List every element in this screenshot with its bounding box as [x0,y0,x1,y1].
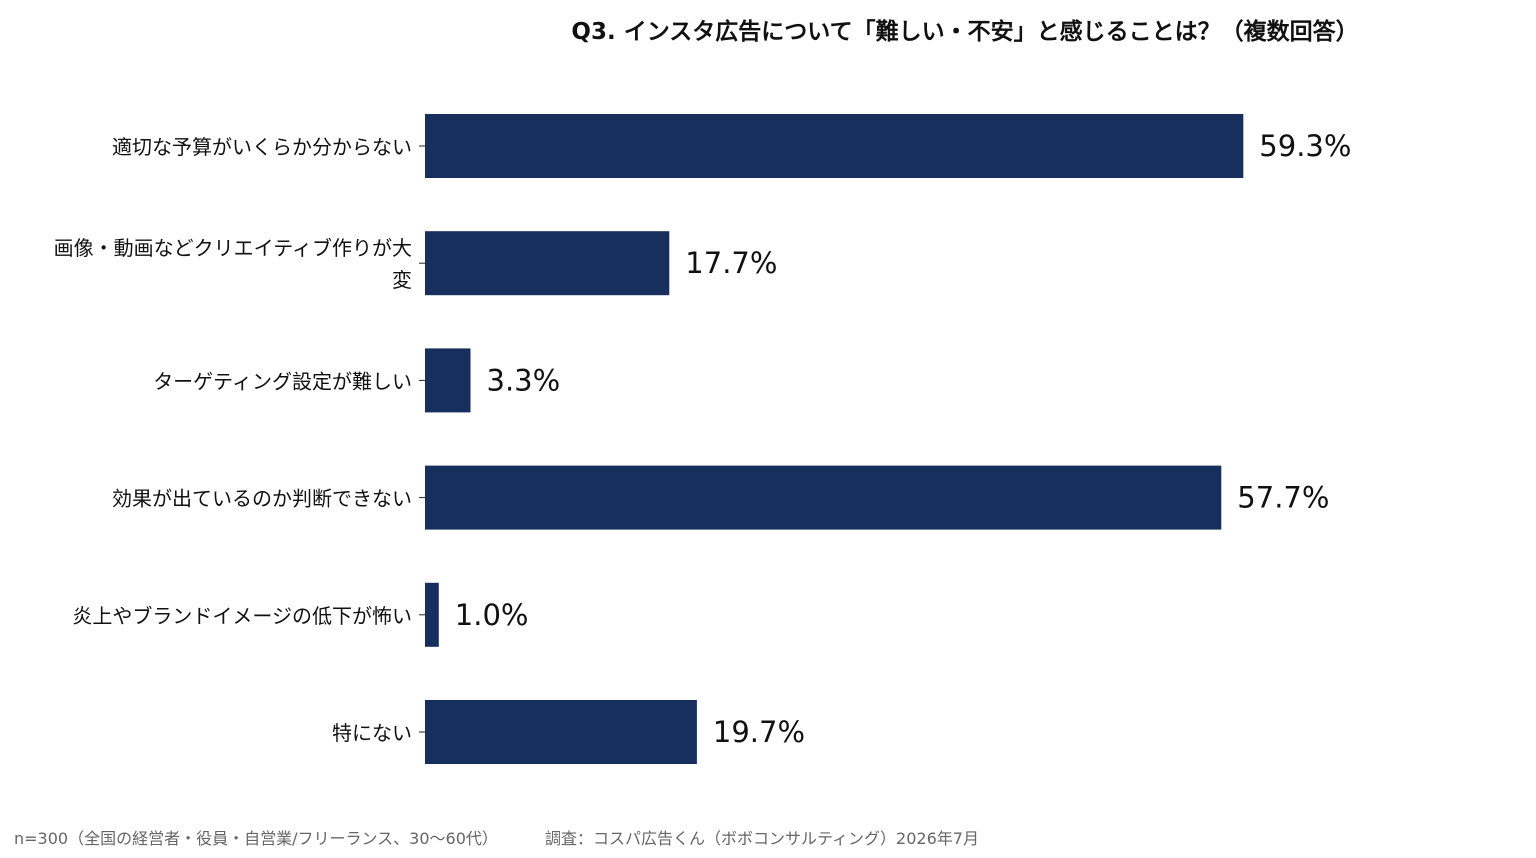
category-label: 特にない [332,721,412,745]
value-labels: 59.3% 17.7% 3.3% 57.7% 1.0% 19.7% [455,129,1352,749]
category-label: 効果が出ているのか判断できない [112,487,412,511]
bar [425,231,670,296]
value-label: 17.7% [685,246,777,280]
bar [425,700,697,764]
bars-layer [419,114,1244,764]
sample-note: n=300（全国の経営者・役員・自営業/フリーランス、30〜60代） [14,829,498,848]
chart-title: Q3. インスタ広告について「難しい・不安」と感じることは？（複数回答） [571,18,1358,45]
category-label: 画像・動画などクリエイティブ作りが大 [54,236,412,260]
bar [425,582,439,647]
value-label: 3.3% [487,363,561,397]
category-label: 変 [392,268,412,292]
value-label: 59.3% [1259,129,1351,163]
bar [425,348,471,413]
category-label: 炎上やブランドイメージの低下が怖い [72,604,412,628]
category-label: ターゲティング設定が難しい [153,369,412,393]
bar [425,114,1244,178]
category-label: 適切な予算がいくらか分からない [112,135,412,159]
value-label: 1.0% [455,598,529,632]
chart-footer: n=300（全国の経営者・役員・自営業/フリーランス、30〜60代） 調査：コス… [14,829,979,848]
source-note: 調査：コスパ広告くん（ボボコンサルティング）2026年7月 [545,829,979,848]
value-label: 19.7% [713,715,805,749]
category-labels: 適切な予算がいくらか分からない画像・動画などクリエイティブ作りが大変ターゲティン… [54,135,412,745]
bar [425,465,1222,530]
value-label: 57.7% [1237,481,1329,515]
